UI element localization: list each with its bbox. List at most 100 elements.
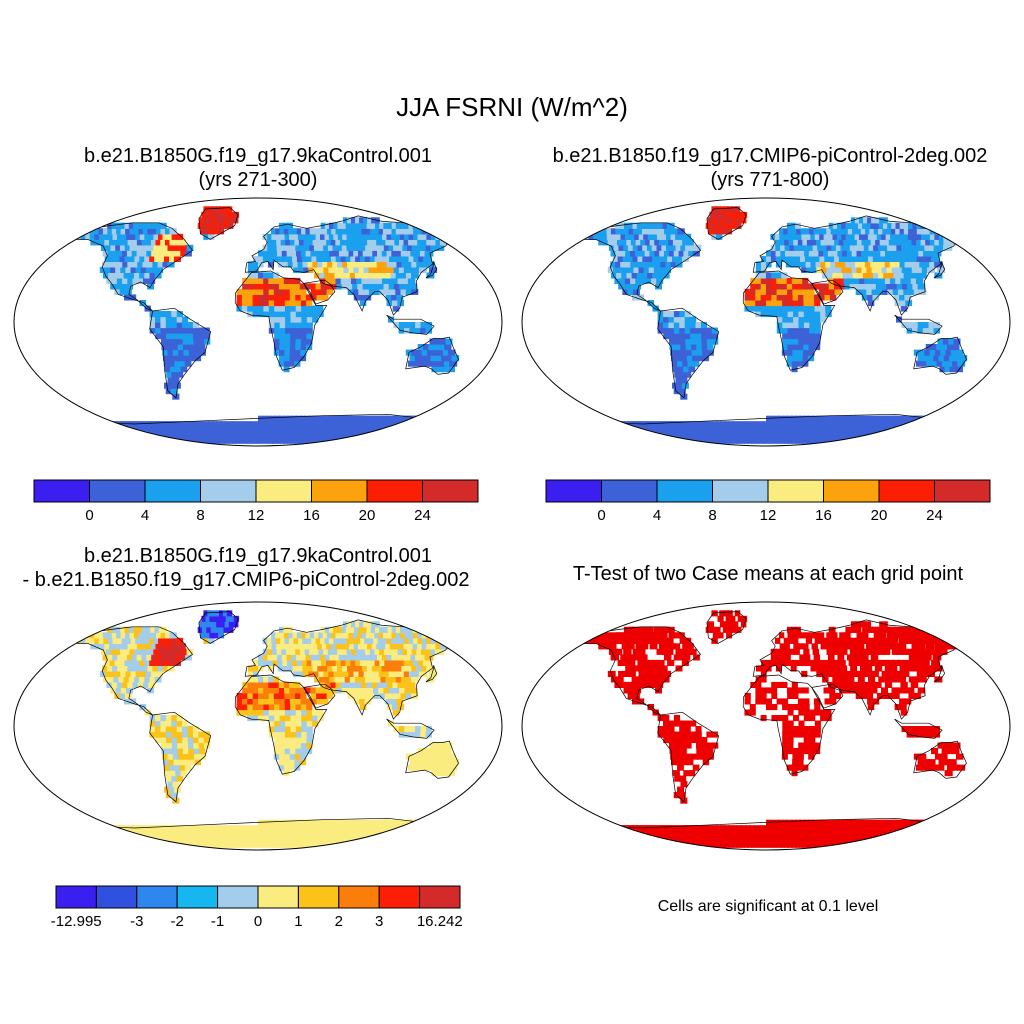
grid-cell bbox=[203, 206, 210, 213]
grid-cell bbox=[224, 841, 230, 848]
grid-cell bbox=[736, 217, 743, 224]
grid-cell bbox=[634, 250, 643, 257]
grid-cell bbox=[928, 759, 936, 766]
grid-cell bbox=[642, 272, 650, 279]
grid-cell bbox=[426, 261, 435, 268]
grid-cell bbox=[294, 283, 301, 290]
grid-cell bbox=[821, 244, 829, 251]
grid-cell bbox=[639, 250, 648, 257]
grid-cell bbox=[636, 272, 645, 279]
grid-cell bbox=[173, 382, 181, 389]
grid-cell bbox=[353, 294, 361, 301]
grid-cell bbox=[188, 344, 195, 351]
grid-cell bbox=[835, 244, 843, 251]
grid-cell bbox=[627, 659, 636, 666]
grid-cell bbox=[300, 698, 307, 705]
grid-cell bbox=[327, 648, 335, 655]
grid-cell bbox=[899, 841, 910, 848]
grid-cell bbox=[155, 327, 162, 334]
grid-cell bbox=[344, 437, 353, 444]
grid-cell bbox=[625, 432, 636, 439]
grid-cell bbox=[137, 626, 146, 633]
grid-cell bbox=[375, 272, 383, 279]
grid-cell bbox=[699, 836, 707, 843]
grid-cell bbox=[198, 742, 206, 749]
grid-cell bbox=[115, 437, 126, 444]
grid-cell bbox=[782, 825, 788, 832]
grid-cell bbox=[784, 836, 790, 843]
grid-cell bbox=[321, 836, 329, 843]
grid-cell bbox=[604, 830, 615, 837]
grid-cell bbox=[312, 415, 319, 422]
grid-cell bbox=[385, 643, 394, 650]
grid-cell bbox=[824, 698, 831, 705]
grid-cell bbox=[607, 825, 617, 832]
grid-cell bbox=[122, 841, 133, 848]
grid-cell bbox=[946, 360, 955, 367]
grid-cell bbox=[174, 825, 182, 832]
grid-cell bbox=[110, 266, 118, 273]
grid-cell bbox=[425, 731, 432, 738]
grid-cell bbox=[809, 715, 816, 722]
grid-cell bbox=[295, 338, 302, 345]
grid-cell bbox=[288, 632, 295, 639]
grid-cell bbox=[796, 836, 802, 843]
grid-cell bbox=[787, 294, 794, 301]
grid-cell bbox=[284, 294, 291, 301]
grid-cell bbox=[197, 830, 204, 837]
grid-cell bbox=[755, 300, 762, 307]
grid-cell bbox=[284, 753, 291, 760]
grid-cell bbox=[368, 266, 376, 273]
grid-cell bbox=[289, 637, 295, 644]
grid-cell bbox=[666, 233, 674, 240]
grid-cell bbox=[802, 687, 809, 694]
grid-cell bbox=[678, 792, 686, 799]
grid-cell bbox=[152, 261, 160, 268]
grid-cell bbox=[428, 670, 438, 677]
grid-cell bbox=[371, 643, 380, 650]
grid-cell bbox=[893, 432, 904, 439]
grid-cell bbox=[750, 681, 757, 688]
grid-cell bbox=[699, 432, 707, 439]
grid-cell bbox=[863, 825, 871, 832]
grid-cell bbox=[898, 830, 909, 837]
grid-cell bbox=[876, 288, 884, 295]
grid-cell bbox=[893, 272, 901, 279]
grid-cell bbox=[80, 830, 91, 837]
grid-cell bbox=[938, 355, 947, 362]
grid-cell bbox=[279, 311, 286, 318]
grid-cell bbox=[285, 244, 292, 251]
grid-cell bbox=[842, 676, 850, 683]
grid-cell bbox=[172, 753, 180, 760]
grid-cell bbox=[285, 239, 292, 246]
grid-cell bbox=[611, 421, 622, 428]
grid-cell bbox=[392, 300, 399, 307]
grid-cell bbox=[225, 830, 232, 837]
grid-cell bbox=[846, 250, 854, 257]
grid-cell bbox=[303, 239, 310, 246]
grid-cell bbox=[770, 654, 777, 661]
grid-cell bbox=[800, 261, 807, 268]
grid-cell bbox=[273, 830, 279, 837]
grid-cell bbox=[788, 239, 795, 246]
grid-cell bbox=[344, 643, 352, 650]
grid-cell bbox=[266, 233, 273, 240]
grid-cell bbox=[866, 841, 876, 848]
grid-cell bbox=[207, 621, 215, 628]
grid-cell bbox=[343, 670, 351, 677]
grid-cell bbox=[193, 830, 201, 837]
grid-cell bbox=[680, 349, 688, 356]
grid-cell bbox=[715, 825, 723, 832]
grid-cell bbox=[247, 709, 254, 716]
grid-cell bbox=[376, 261, 385, 268]
grid-cell bbox=[304, 830, 312, 837]
grid-cell bbox=[164, 382, 172, 389]
grid-cell bbox=[322, 825, 330, 832]
grid-cell bbox=[411, 244, 421, 251]
grid-cell bbox=[819, 294, 826, 301]
grid-cell bbox=[294, 421, 301, 428]
grid-cell bbox=[902, 239, 911, 246]
grid-cell bbox=[853, 415, 862, 422]
grid-cell bbox=[640, 277, 648, 284]
grid-cell bbox=[945, 349, 953, 356]
